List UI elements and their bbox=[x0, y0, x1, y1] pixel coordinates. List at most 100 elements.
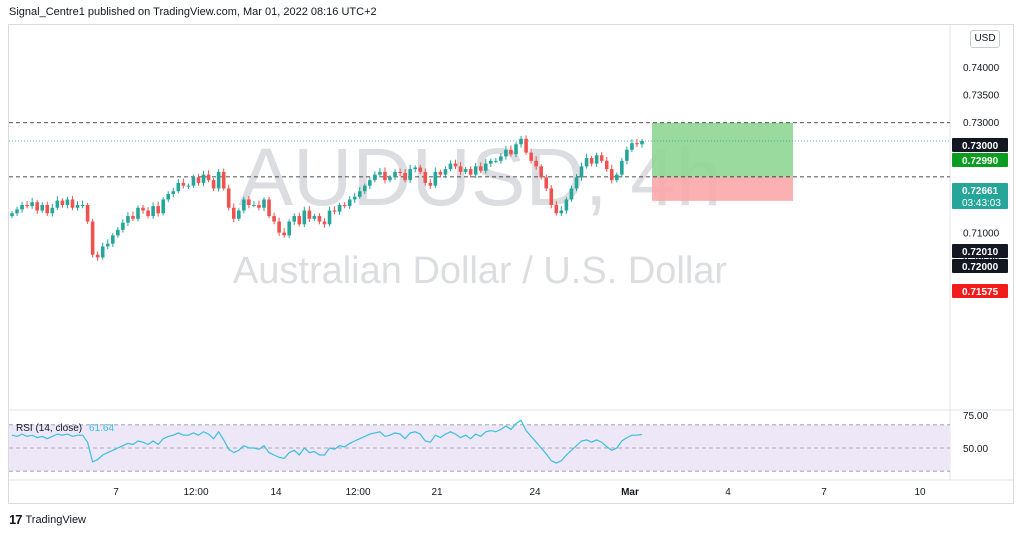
price-label-box bbox=[952, 153, 1008, 167]
candle-body bbox=[383, 171, 387, 181]
candle-body bbox=[221, 171, 226, 189]
candle-body bbox=[388, 177, 392, 181]
candle-body bbox=[514, 144, 518, 155]
candle-body bbox=[196, 177, 201, 183]
candle-body bbox=[121, 222, 125, 230]
time-tick-label: 10 bbox=[914, 487, 926, 498]
candle-body bbox=[282, 232, 286, 236]
candle-body bbox=[418, 167, 423, 172]
candle-body bbox=[347, 199, 352, 207]
candle-body bbox=[25, 205, 29, 207]
candle-body bbox=[594, 155, 599, 164]
candle-body bbox=[368, 180, 372, 186]
price-label-value: 0.72661 bbox=[962, 186, 999, 197]
tradingview-brand: TradingView bbox=[25, 513, 87, 526]
candle-body bbox=[534, 160, 538, 167]
candle-body bbox=[201, 174, 206, 183]
candle-body bbox=[80, 205, 85, 206]
candle-body bbox=[378, 171, 382, 175]
candle-body bbox=[307, 210, 312, 219]
candle-body bbox=[181, 182, 186, 186]
candle-body bbox=[448, 163, 453, 170]
candle-body bbox=[519, 138, 523, 145]
tradingview-logo-icon: 17 bbox=[9, 512, 23, 527]
candle-body bbox=[15, 209, 19, 214]
candle-body bbox=[156, 206, 160, 214]
candle-body bbox=[443, 169, 448, 175]
time-tick-label: 12:00 bbox=[183, 487, 208, 498]
rsi-value: 61.64 bbox=[89, 423, 114, 434]
candle-body bbox=[322, 221, 327, 225]
price-label-value: 0.72000 bbox=[962, 262, 999, 273]
candle-body bbox=[640, 140, 644, 145]
candle-body bbox=[604, 160, 609, 170]
candle-body bbox=[569, 188, 574, 200]
candle-body bbox=[70, 199, 75, 208]
candle-body bbox=[100, 246, 105, 258]
time-tick-label: 21 bbox=[431, 487, 443, 498]
candle-body bbox=[564, 199, 569, 211]
candle-body bbox=[398, 171, 402, 173]
candle-body bbox=[473, 166, 478, 175]
candle-body bbox=[635, 143, 639, 145]
candle-body bbox=[50, 207, 55, 214]
candle-body bbox=[458, 166, 463, 172]
tradingview-footer[interactable]: 17 TradingView bbox=[9, 512, 86, 527]
candle-body bbox=[277, 221, 281, 233]
candle-body bbox=[171, 191, 176, 194]
time-tick-label: 24 bbox=[529, 487, 541, 498]
candle-body bbox=[579, 166, 584, 178]
candle-body bbox=[620, 160, 624, 175]
candle-body bbox=[529, 152, 533, 161]
time-tick-label: 7 bbox=[821, 487, 827, 498]
candle-body bbox=[176, 182, 181, 192]
candle-body bbox=[292, 216, 297, 222]
rsi-title: RSI (14, close) bbox=[16, 423, 82, 434]
candle-body bbox=[438, 171, 443, 175]
candle-body bbox=[85, 205, 90, 222]
candle-body bbox=[191, 177, 196, 186]
candle-body bbox=[584, 158, 589, 167]
time-tick-label: Mar bbox=[621, 487, 639, 498]
candle-body bbox=[65, 199, 70, 205]
candle-body bbox=[302, 210, 307, 225]
price-tick-label: 0.73000 bbox=[963, 118, 1000, 129]
price-label-value: 0.72010 bbox=[962, 247, 999, 258]
candle-body bbox=[599, 155, 604, 161]
candle-body bbox=[574, 177, 579, 189]
currency-button[interactable]: USD bbox=[970, 30, 1000, 48]
candle-body bbox=[211, 180, 216, 189]
candle-body bbox=[267, 199, 271, 217]
candle-body bbox=[75, 205, 80, 208]
candle-body bbox=[625, 149, 629, 161]
candle-body bbox=[90, 221, 95, 255]
candle-body bbox=[549, 188, 554, 205]
candle-body bbox=[30, 202, 34, 207]
candle-body bbox=[297, 216, 302, 225]
candle-body bbox=[131, 216, 135, 219]
candle-body bbox=[539, 166, 543, 178]
price-tick-label: 0.71000 bbox=[963, 229, 1000, 240]
candle-body bbox=[408, 169, 412, 181]
candle-body bbox=[453, 163, 458, 167]
candle-body bbox=[111, 235, 115, 244]
candle-body bbox=[55, 200, 60, 208]
candle-body bbox=[287, 221, 291, 236]
candle-body bbox=[237, 210, 241, 219]
candle-body bbox=[166, 193, 171, 200]
candle-body bbox=[60, 200, 65, 205]
candle-body bbox=[126, 216, 130, 223]
profit-zone bbox=[652, 122, 793, 177]
loss-zone bbox=[652, 176, 793, 201]
candle-body bbox=[226, 188, 231, 208]
candle-body bbox=[559, 210, 564, 214]
candle-body bbox=[136, 207, 140, 219]
candle-body bbox=[393, 171, 397, 178]
price-label-value: 0.73000 bbox=[962, 141, 999, 152]
candle-body bbox=[423, 171, 428, 183]
candle-body bbox=[10, 213, 14, 217]
time-tick-label: 14 bbox=[270, 487, 282, 498]
candle-body bbox=[554, 205, 559, 214]
candle-body bbox=[35, 202, 39, 211]
